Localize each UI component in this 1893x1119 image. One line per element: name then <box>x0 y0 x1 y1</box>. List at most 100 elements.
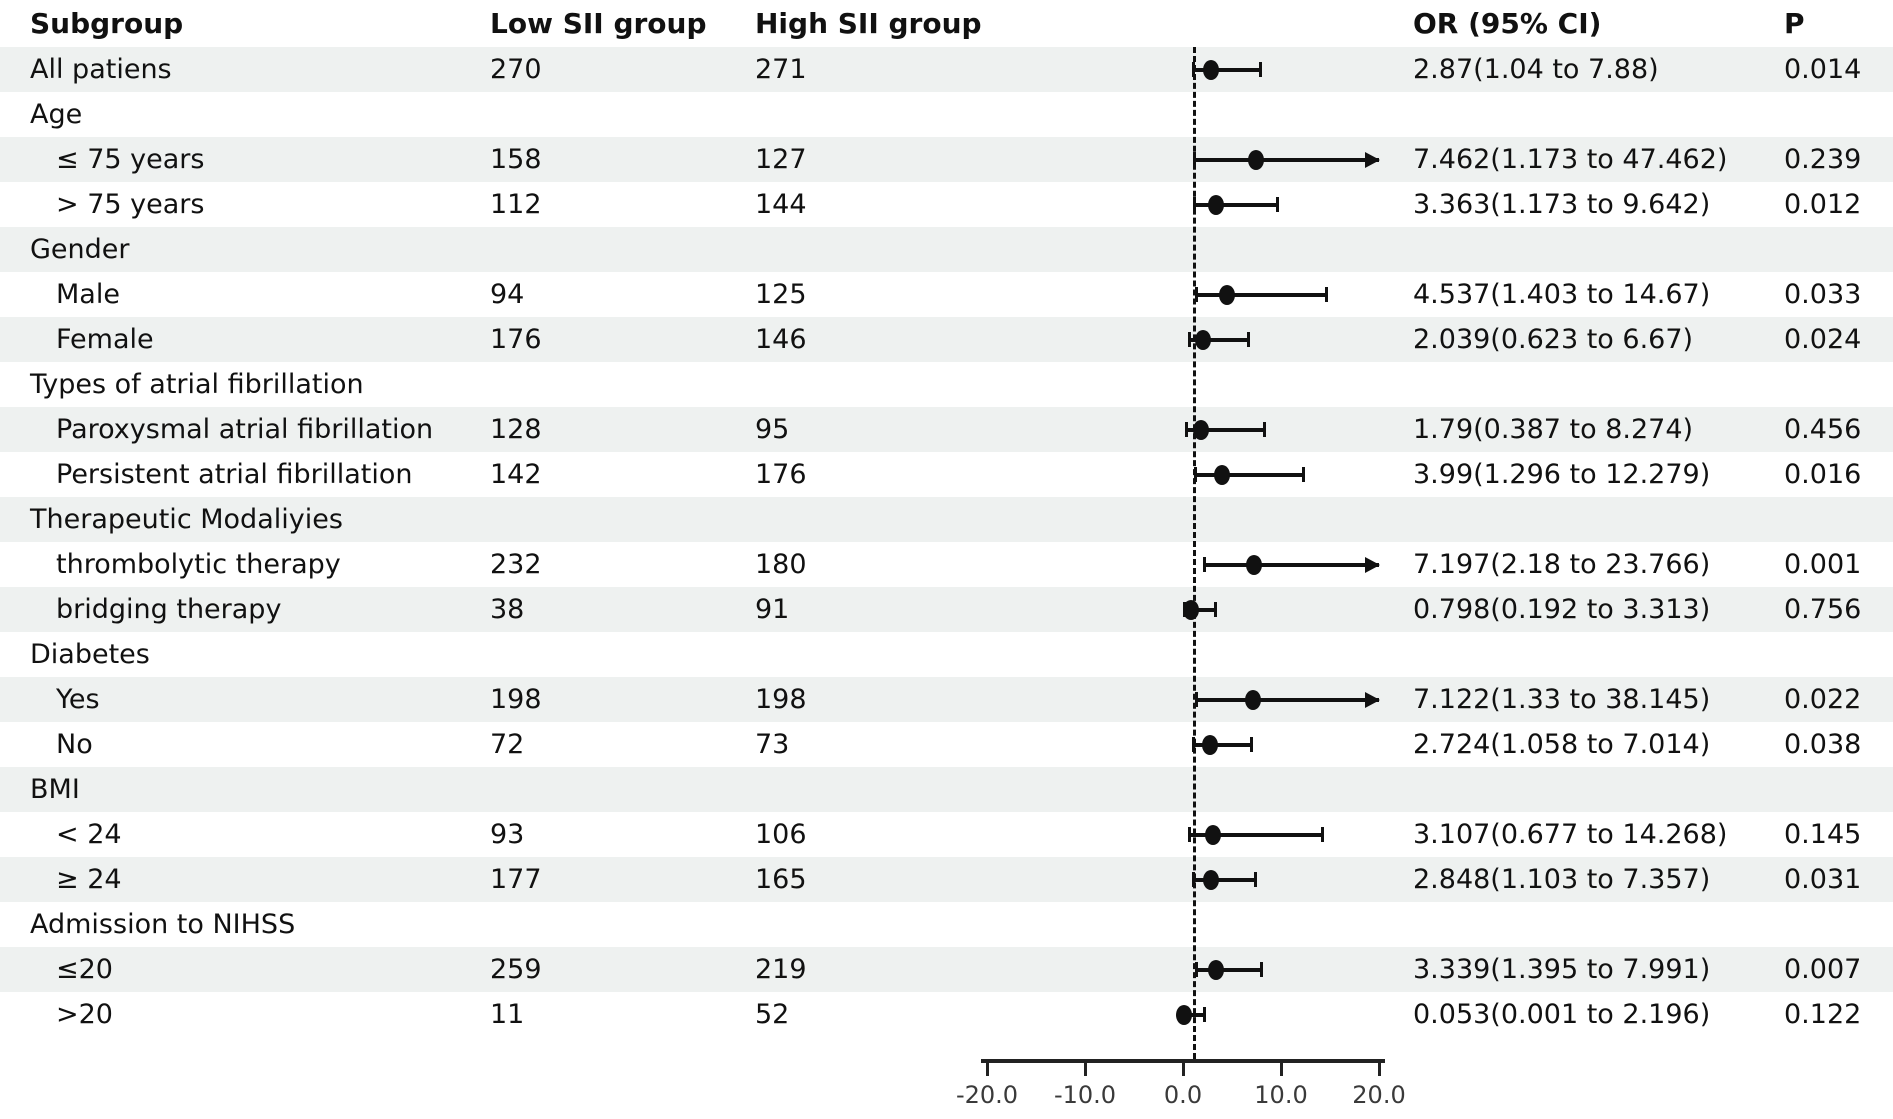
high-sii-cell: 180 <box>755 549 807 580</box>
high-sii-cell: 125 <box>755 279 807 310</box>
ci-cap-left <box>1194 692 1198 707</box>
axis-tick-label: -20.0 <box>955 1081 1019 1109</box>
p-value-cell: 0.024 <box>1784 324 1862 355</box>
low-sii-cell: 270 <box>490 54 542 85</box>
ci-arrow-right-icon <box>1365 691 1380 708</box>
ci-plot-cell <box>950 47 1400 92</box>
ci-cap-right <box>1262 422 1266 437</box>
or-ci-cell: 2.87(1.04 to 7.88) <box>1413 54 1659 85</box>
or-ci-cell: 3.107(0.677 to 14.268) <box>1413 819 1728 850</box>
ci-plot-cell <box>950 632 1400 677</box>
ci-plot-cell <box>950 317 1400 362</box>
p-value-cell: 0.012 <box>1784 189 1862 220</box>
or-point-marker <box>1203 59 1220 80</box>
ci-cap-right <box>1213 602 1217 617</box>
p-value-cell: 0.033 <box>1784 279 1862 310</box>
ci-cap-left <box>1195 962 1199 977</box>
p-value-cell: 0.756 <box>1784 594 1862 625</box>
ci-cap-right <box>1250 737 1254 752</box>
ci-plot-cell <box>950 362 1400 407</box>
low-sii-cell: 94 <box>490 279 525 310</box>
ci-line <box>1194 202 1278 207</box>
subgroup-cell: BMI <box>30 774 80 805</box>
low-sii-cell: 198 <box>490 684 542 715</box>
ci-arrow-right-icon <box>1365 151 1380 168</box>
low-sii-cell: 72 <box>490 729 525 760</box>
or-ci-cell: 1.79(0.387 to 8.274) <box>1413 414 1694 445</box>
high-sii-cell: 198 <box>755 684 807 715</box>
ci-cap-right <box>1253 872 1257 887</box>
p-value-cell: 0.031 <box>1784 864 1862 895</box>
high-sii-cell: 271 <box>755 54 807 85</box>
or-point-marker <box>1207 194 1224 215</box>
ci-cap-right <box>1259 962 1263 977</box>
low-sii-cell: 142 <box>490 459 542 490</box>
header-or-ci: OR (95% CI) <box>1413 7 1602 40</box>
ci-plot-cell <box>950 722 1400 767</box>
ci-cap-left <box>1202 557 1206 572</box>
ci-arrow-right-icon <box>1365 556 1380 573</box>
table-row: thrombolytic therapy 232 180 7.197(2.18 … <box>0 542 1893 587</box>
ci-line <box>1196 292 1327 297</box>
ci-line <box>1195 472 1304 477</box>
or-ci-cell: 7.462(1.173 to 47.462) <box>1413 144 1728 175</box>
ci-line <box>1196 697 1379 702</box>
reference-line <box>1192 47 1196 1059</box>
high-sii-cell: 146 <box>755 324 807 355</box>
ci-plot-cell <box>950 227 1400 272</box>
low-sii-cell: 158 <box>490 144 542 175</box>
p-value-cell: 0.239 <box>1784 144 1862 175</box>
or-point-marker <box>1175 1004 1192 1025</box>
subgroup-cell: thrombolytic therapy <box>56 549 341 580</box>
ci-plot-cell <box>950 542 1400 587</box>
high-sii-cell: 73 <box>755 729 790 760</box>
or-ci-cell: 0.798(0.192 to 3.313) <box>1413 594 1711 625</box>
group-row: Diabetes <box>0 632 1893 677</box>
low-sii-cell: 177 <box>490 864 542 895</box>
table-row: ≤20 259 219 3.339(1.395 to 7.991) 0.007 <box>0 947 1893 992</box>
table-row: > 75 years 112 144 3.363(1.173 to 9.642)… <box>0 182 1893 227</box>
table-row: Yes 198 198 7.122(1.33 to 38.145) 0.022 <box>0 677 1893 722</box>
or-ci-cell: 7.197(2.18 to 23.766) <box>1413 549 1711 580</box>
axis-tick-label: 20.0 <box>1352 1081 1406 1109</box>
low-sii-cell: 232 <box>490 549 542 580</box>
ci-plot-cell <box>950 587 1400 632</box>
table-body: All patiens 270 271 2.87(1.04 to 7.88) 0… <box>0 47 1893 1037</box>
ci-line <box>1193 67 1261 72</box>
p-value-cell: 0.145 <box>1784 819 1862 850</box>
or-point-marker <box>1245 554 1262 575</box>
ci-cap-left <box>1187 332 1191 347</box>
low-sii-cell: 128 <box>490 414 542 445</box>
ci-cap-right <box>1321 827 1325 842</box>
ci-plot-cell <box>950 857 1400 902</box>
p-value-cell: 0.001 <box>1784 549 1862 580</box>
ci-plot-cell <box>950 272 1400 317</box>
subgroup-cell: < 24 <box>56 819 122 850</box>
ci-cap-left <box>1185 422 1189 437</box>
table-row: ≤ 75 years 158 127 7.462(1.173 to 47.462… <box>0 137 1893 182</box>
low-sii-cell: 38 <box>490 594 525 625</box>
subgroup-cell: Age <box>30 99 83 130</box>
ci-plot-cell <box>950 137 1400 182</box>
axis-tick <box>1279 1061 1283 1076</box>
subgroup-cell: All patiens <box>30 54 172 85</box>
or-point-marker <box>1194 329 1211 350</box>
subgroup-cell: Gender <box>30 234 130 265</box>
low-sii-cell: 93 <box>490 819 525 850</box>
ci-plot-cell <box>950 407 1400 452</box>
or-point-marker <box>1182 599 1199 620</box>
or-point-marker <box>1207 959 1224 980</box>
subgroup-cell: Types of atrial fibrillation <box>30 369 364 400</box>
ci-cap-right <box>1258 62 1262 77</box>
ci-line <box>1193 877 1256 882</box>
or-ci-cell: 2.848(1.103 to 7.357) <box>1413 864 1711 895</box>
table-row: ≥ 24 177 165 2.848(1.103 to 7.357) 0.031 <box>0 857 1893 902</box>
or-point-marker <box>1202 869 1219 890</box>
high-sii-cell: 176 <box>755 459 807 490</box>
or-point-marker <box>1248 149 1265 170</box>
header-low-sii: Low SII group <box>490 7 707 40</box>
ci-line <box>1186 427 1265 432</box>
ci-line <box>1189 832 1323 837</box>
table-row: Female 176 146 2.039(0.623 to 6.67) 0.02… <box>0 317 1893 362</box>
